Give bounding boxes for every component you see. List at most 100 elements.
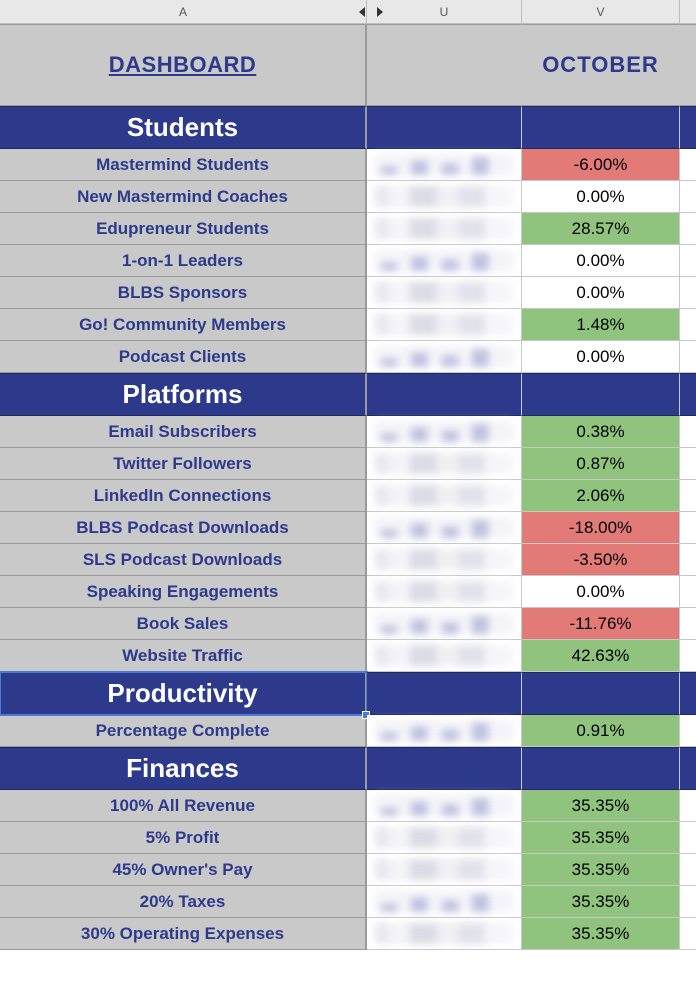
metric-value-cell[interactable]: 0.87% (522, 448, 680, 480)
metric-label-cell[interactable]: 20% Taxes (0, 886, 367, 918)
column-header-u[interactable]: U (367, 0, 522, 23)
metric-label-cell[interactable]: 45% Owner's Pay (0, 854, 367, 886)
section-cell-v[interactable] (522, 373, 680, 416)
dashboard-link[interactable]: DASHBOARD (109, 52, 257, 78)
section-cell-v[interactable] (522, 672, 680, 715)
metric-value-cell[interactable]: 0.00% (522, 576, 680, 608)
section-header[interactable]: Students (0, 106, 696, 149)
metric-label-cell[interactable]: Go! Community Members (0, 309, 367, 341)
sparkline-cell[interactable] (367, 512, 522, 544)
section-title-cell[interactable]: Students (0, 106, 367, 149)
sparkline-icon (375, 645, 514, 667)
section-header[interactable]: Platforms (0, 373, 696, 416)
section-cell-u[interactable] (367, 747, 522, 790)
sparkline-icon (375, 923, 514, 945)
metric-label-cell[interactable]: BLBS Podcast Downloads (0, 512, 367, 544)
sparkline-cell[interactable] (367, 480, 522, 512)
sparkline-cell[interactable] (367, 213, 522, 245)
sparkline-cell[interactable] (367, 886, 522, 918)
section-header[interactable]: Finances (0, 747, 696, 790)
column-header-v[interactable]: V (522, 0, 680, 23)
sparkline-cell[interactable] (367, 854, 522, 886)
sparkline-cell[interactable] (367, 790, 522, 822)
spreadsheet-grid: DASHBOARD OCTOBER StudentsMastermind Stu… (0, 24, 696, 950)
metric-value-cell[interactable]: 42.63% (522, 640, 680, 672)
metric-label-cell[interactable]: Website Traffic (0, 640, 367, 672)
metric-value-cell[interactable]: 35.35% (522, 854, 680, 886)
metric-value-cell[interactable]: 0.00% (522, 277, 680, 309)
metric-label-cell[interactable]: 5% Profit (0, 822, 367, 854)
metric-label-cell[interactable]: Mastermind Students (0, 149, 367, 181)
metric-label-cell[interactable]: Twitter Followers (0, 448, 367, 480)
metric-value-cell[interactable]: 35.35% (522, 790, 680, 822)
sparkline-cell[interactable] (367, 277, 522, 309)
metric-value-cell[interactable]: 0.00% (522, 341, 680, 373)
section-cell-v[interactable] (522, 747, 680, 790)
sparkline-cell[interactable] (367, 341, 522, 373)
metric-value: 35.35% (572, 796, 630, 816)
freeze-handle-right-icon[interactable] (375, 1, 385, 23)
month-cell[interactable]: OCTOBER (522, 24, 680, 106)
header-cell-u[interactable] (367, 24, 522, 106)
metric-value-cell[interactable]: 28.57% (522, 213, 680, 245)
section-title-cell[interactable]: Productivity (0, 672, 367, 715)
metric-value-cell[interactable]: 2.06% (522, 480, 680, 512)
sparkline-cell[interactable] (367, 822, 522, 854)
row-cell-end (680, 480, 696, 512)
metric-value: -18.00% (569, 518, 632, 538)
metric-value-cell[interactable]: 35.35% (522, 822, 680, 854)
sparkline-cell[interactable] (367, 918, 522, 950)
sparkline-cell[interactable] (367, 544, 522, 576)
sparkline-cell[interactable] (367, 416, 522, 448)
sparkline-cell[interactable] (367, 448, 522, 480)
sparkline-cell[interactable] (367, 309, 522, 341)
metric-label-cell[interactable]: 100% All Revenue (0, 790, 367, 822)
section-title-cell[interactable]: Finances (0, 747, 367, 790)
section-header[interactable]: Productivity (0, 672, 696, 715)
sparkline-cell[interactable] (367, 149, 522, 181)
metric-value-cell[interactable]: 0.00% (522, 245, 680, 277)
metric-value-cell[interactable]: -11.76% (522, 608, 680, 640)
sparkline-icon (375, 421, 514, 443)
sparkline-cell[interactable] (367, 576, 522, 608)
metric-label-cell[interactable]: Podcast Clients (0, 341, 367, 373)
metric-value-cell[interactable]: 1.48% (522, 309, 680, 341)
freeze-handle-left-icon[interactable] (357, 1, 367, 23)
metric-label-cell[interactable]: BLBS Sponsors (0, 277, 367, 309)
metric-label-cell[interactable]: Edupreneur Students (0, 213, 367, 245)
metric-value-cell[interactable]: -18.00% (522, 512, 680, 544)
metric-label-cell[interactable]: 30% Operating Expenses (0, 918, 367, 950)
sparkline-cell[interactable] (367, 608, 522, 640)
metric-label-cell[interactable]: Speaking Engagements (0, 576, 367, 608)
metric-value-cell[interactable]: 35.35% (522, 918, 680, 950)
row-cell-end (680, 640, 696, 672)
row-cell-end (680, 213, 696, 245)
metric-label-cell[interactable]: LinkedIn Connections (0, 480, 367, 512)
metric-label-cell[interactable]: Email Subscribers (0, 416, 367, 448)
sparkline-cell[interactable] (367, 715, 522, 747)
dashboard-link-cell[interactable]: DASHBOARD (0, 24, 367, 106)
sparkline-cell[interactable] (367, 640, 522, 672)
section-cell-u[interactable] (367, 106, 522, 149)
sparkline-icon (375, 186, 514, 208)
sparkline-cell[interactable] (367, 245, 522, 277)
section-cell-v[interactable] (522, 106, 680, 149)
metric-label-cell[interactable]: Book Sales (0, 608, 367, 640)
section-cell-u[interactable] (367, 373, 522, 416)
metric-value-cell[interactable]: 0.91% (522, 715, 680, 747)
metric-label-cell[interactable]: SLS Podcast Downloads (0, 544, 367, 576)
metric-value-cell[interactable]: 0.00% (522, 181, 680, 213)
metric-value-cell[interactable]: -6.00% (522, 149, 680, 181)
section-cell-u[interactable] (367, 672, 522, 715)
metric-value-cell[interactable]: 0.38% (522, 416, 680, 448)
metric-label-cell[interactable]: 1-on-1 Leaders (0, 245, 367, 277)
metric-label-cell[interactable]: New Mastermind Coaches (0, 181, 367, 213)
data-row: 30% Operating Expenses 35.35% (0, 918, 696, 950)
metric-label-cell[interactable]: Percentage Complete (0, 715, 367, 747)
metric-value-cell[interactable]: -3.50% (522, 544, 680, 576)
sparkline-cell[interactable] (367, 181, 522, 213)
column-header-a[interactable]: A (0, 0, 367, 23)
metric-value: 1.48% (576, 315, 624, 335)
section-title-cell[interactable]: Platforms (0, 373, 367, 416)
metric-value-cell[interactable]: 35.35% (522, 886, 680, 918)
